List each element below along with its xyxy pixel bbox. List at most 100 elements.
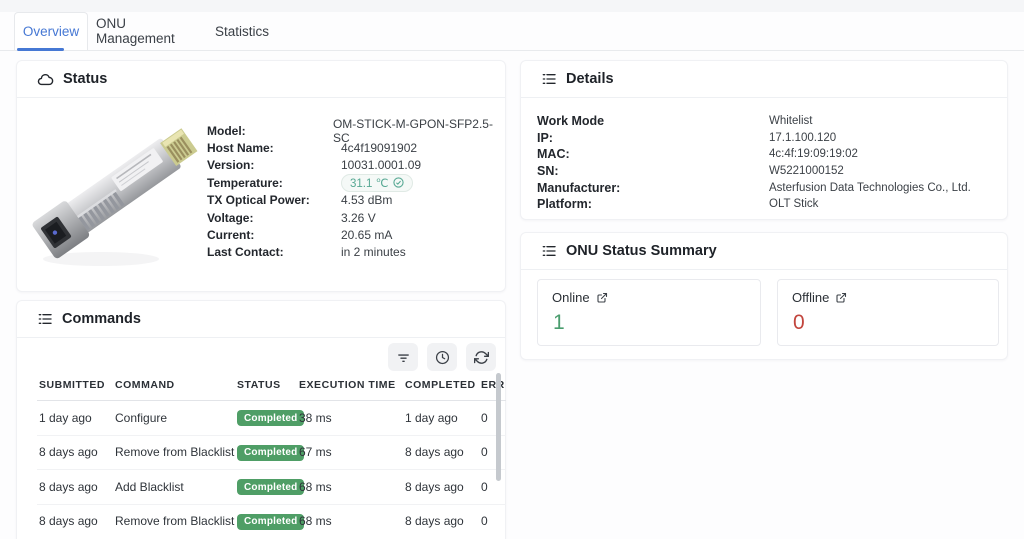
refresh-button[interactable] [466,343,496,371]
status-field-tx-power: TX Optical Power: 4.53 dBm [207,192,499,209]
details-card-title: Details [566,71,614,87]
cell-err: 0 [479,434,506,470]
field-value: in 2 minutes [341,245,406,260]
cell-command: Remove from Blacklist [113,434,235,470]
field-value: 17.1.100.120 [769,131,837,144]
tab-overview-label: Overview [22,24,80,39]
commands-card-header: Commands [17,301,505,338]
status-badge: Completed [237,479,305,495]
refresh-icon [473,350,489,365]
field-value: 4.53 dBm [341,193,393,208]
details-fields: Work Mode Whitelist IP: 17.1.100.120 MAC… [537,113,993,213]
field-label: Current: [207,228,255,243]
offline-label: Offline [792,290,830,305]
status-fields: Model: OM-STICK-M-GPON-SFP2.5-SC Host Na… [207,117,499,261]
cell-completed: 8 days ago [403,434,479,470]
details-field-work-mode: Work Mode Whitelist [537,113,993,130]
status-card-title: Status [63,71,108,87]
commands-table-wrap: SUBMITTED COMMAND STATUS EXECUTION TIME … [37,373,506,538]
field-label: Work Mode [537,114,605,129]
column-header-execution-time: EXECUTION TIME [297,373,403,401]
cell-command: Add Blacklist [113,469,235,504]
cell-submitted: 1 day ago [39,410,92,425]
status-field-version: Version: 10031.0001.09 [207,157,499,174]
cloud-icon [37,71,54,88]
table-row: 1 day ago Configure Completed 38 ms 1 da… [37,401,506,436]
online-card[interactable]: Online 1 [537,279,761,346]
tab-onu-management-label: ONU Management [96,16,175,46]
table-row: 8 days ago Add Blacklist Completed 68 ms… [37,469,506,504]
field-label: TX Optical Power: [207,193,310,208]
cell-status: Completed [235,503,305,538]
details-card-header: Details [521,61,1007,98]
check-circle-icon [392,177,404,189]
details-card: Details Work Mode Whitelist IP: 17.1.100… [520,60,1008,220]
list-icon [541,243,557,259]
temperature-badge: 31.1 ℃ [341,173,413,192]
status-field-last-contact: Last Contact: in 2 minutes [207,244,499,261]
tab-onu-management[interactable]: ONU Management [96,12,200,50]
online-label: Online [552,290,590,305]
onu-summary-header: ONU Status Summary [521,233,1007,270]
offline-count: 0 [793,311,805,334]
field-label: SN: [537,164,559,179]
field-label: Version: [207,158,255,173]
field-value: Asterfusion Data Technologies Co., Ltd. [769,181,971,194]
details-field-platform: Platform: OLT Stick [537,196,993,213]
details-field-ip: IP: 17.1.100.120 [537,130,993,147]
cell-status: Completed [235,401,305,436]
status-field-hostname: Host Name: 4c4f19091902 [207,139,499,156]
field-label: Last Contact: [207,245,284,260]
field-label: IP: [537,130,553,145]
column-header-command: COMMAND [113,373,235,401]
tab-statistics[interactable]: Statistics [214,12,270,50]
cell-completed: 1 day ago [405,410,458,425]
details-field-manufacturer: Manufacturer: Asterfusion Data Technolog… [537,179,993,196]
cell-completed: 8 days ago [403,469,479,504]
external-link-icon [596,292,608,304]
status-badge: Completed [237,444,305,461]
filter-button[interactable] [388,343,418,371]
history-button[interactable] [427,343,457,371]
cell-execution-time: 38 ms [299,410,332,425]
tab-statistics-label: Statistics [214,23,269,39]
table-row: 8 days ago Remove from Blacklist Complet… [37,434,506,470]
cell-command: Remove from Blacklist [113,503,235,538]
tab-overview[interactable]: Overview [14,12,88,51]
onu-status-summary-card: ONU Status Summary Online 1 Offline 0 [520,232,1008,360]
commands-card: Commands [16,300,506,539]
cell-submitted: 8 days ago [37,469,113,504]
tab-bar: Overview ONU Management Statistics [0,0,1024,51]
field-label: Platform: [537,197,592,212]
clock-icon [435,350,450,365]
status-field-voltage: Voltage: 3.26 V [207,209,499,226]
column-header-completed: COMPLETED [403,373,479,401]
active-tab-indicator [17,48,64,51]
column-header-err: ERR [479,373,506,401]
field-value: 10031.0001.09 [341,158,422,173]
field-label: Model: [207,123,246,138]
table-row: 8 days ago Remove from Blacklist Complet… [37,503,506,538]
external-link-icon [835,292,847,304]
table-scrollbar[interactable] [496,373,501,481]
field-label: MAC: [537,147,570,162]
details-field-mac: MAC: 4c:4f:19:09:19:02 [537,146,993,163]
status-card-header: Status [17,61,505,98]
filter-icon [396,350,411,365]
list-icon [541,71,557,87]
field-value: OLT Stick [769,198,819,211]
online-label-row[interactable]: Online [552,290,608,305]
sfp-module-image [31,109,207,273]
offline-card[interactable]: Offline 0 [777,279,999,346]
field-label: Host Name: [207,141,274,156]
table-header-row: SUBMITTED COMMAND STATUS EXECUTION TIME … [37,373,506,401]
commands-toolbar [388,343,496,371]
cell-submitted: 8 days ago [37,503,113,538]
cell-execution-time: 67 ms [297,434,403,470]
list-icon [37,311,53,327]
offline-label-row[interactable]: Offline [792,290,847,305]
details-field-sn: SN: W5221000152 [537,163,993,180]
online-count: 1 [553,311,565,334]
cell-submitted: 8 days ago [37,434,113,470]
field-label: Manufacturer: [537,180,621,195]
